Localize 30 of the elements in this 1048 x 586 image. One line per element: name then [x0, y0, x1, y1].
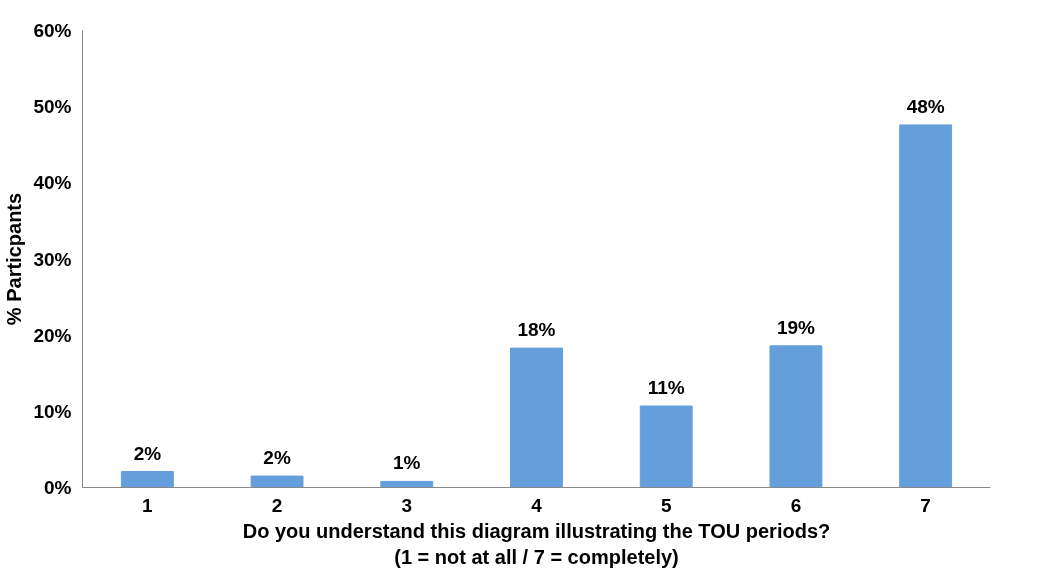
x-tick-label: 3	[401, 494, 413, 516]
y-axis-title: % Particpants	[3, 192, 26, 326]
y-tick-label: 40%	[33, 172, 72, 194]
y-tick-label: 50%	[33, 96, 72, 118]
bar	[380, 480, 434, 488]
x-tick-label: 5	[660, 494, 672, 516]
bar	[769, 345, 823, 488]
data-label: 2%	[263, 447, 291, 469]
bar	[510, 347, 563, 488]
x-tick-label: 2	[271, 494, 283, 516]
data-label: 2%	[133, 442, 162, 464]
data-label: 11%	[647, 377, 685, 398]
y-tick-label: 60%	[33, 20, 72, 41]
data-label: 1%	[393, 452, 421, 474]
data-label: 18%	[517, 319, 556, 341]
x-tick-label: 7	[920, 494, 931, 516]
y-tick-label: 0%	[44, 477, 72, 498]
bar	[899, 124, 953, 488]
x-axis-title: Do you understand this diagram illustrating the TOU periods? (1 = not at all / 7 = completely)	[242, 519, 831, 568]
data-label: 48%	[906, 95, 945, 117]
y-tick-label: 20%	[33, 324, 72, 346]
data-label: 19%	[776, 316, 816, 338]
bar	[120, 471, 174, 488]
x-tick-label: 6	[790, 494, 802, 516]
bar	[639, 405, 693, 488]
y-tick-label: 30%	[33, 248, 72, 270]
bar	[250, 475, 304, 488]
x-tick-label: 1	[142, 494, 154, 516]
y-tick-label: 10%	[33, 400, 72, 422]
x-tick-label: 4	[531, 494, 543, 516]
